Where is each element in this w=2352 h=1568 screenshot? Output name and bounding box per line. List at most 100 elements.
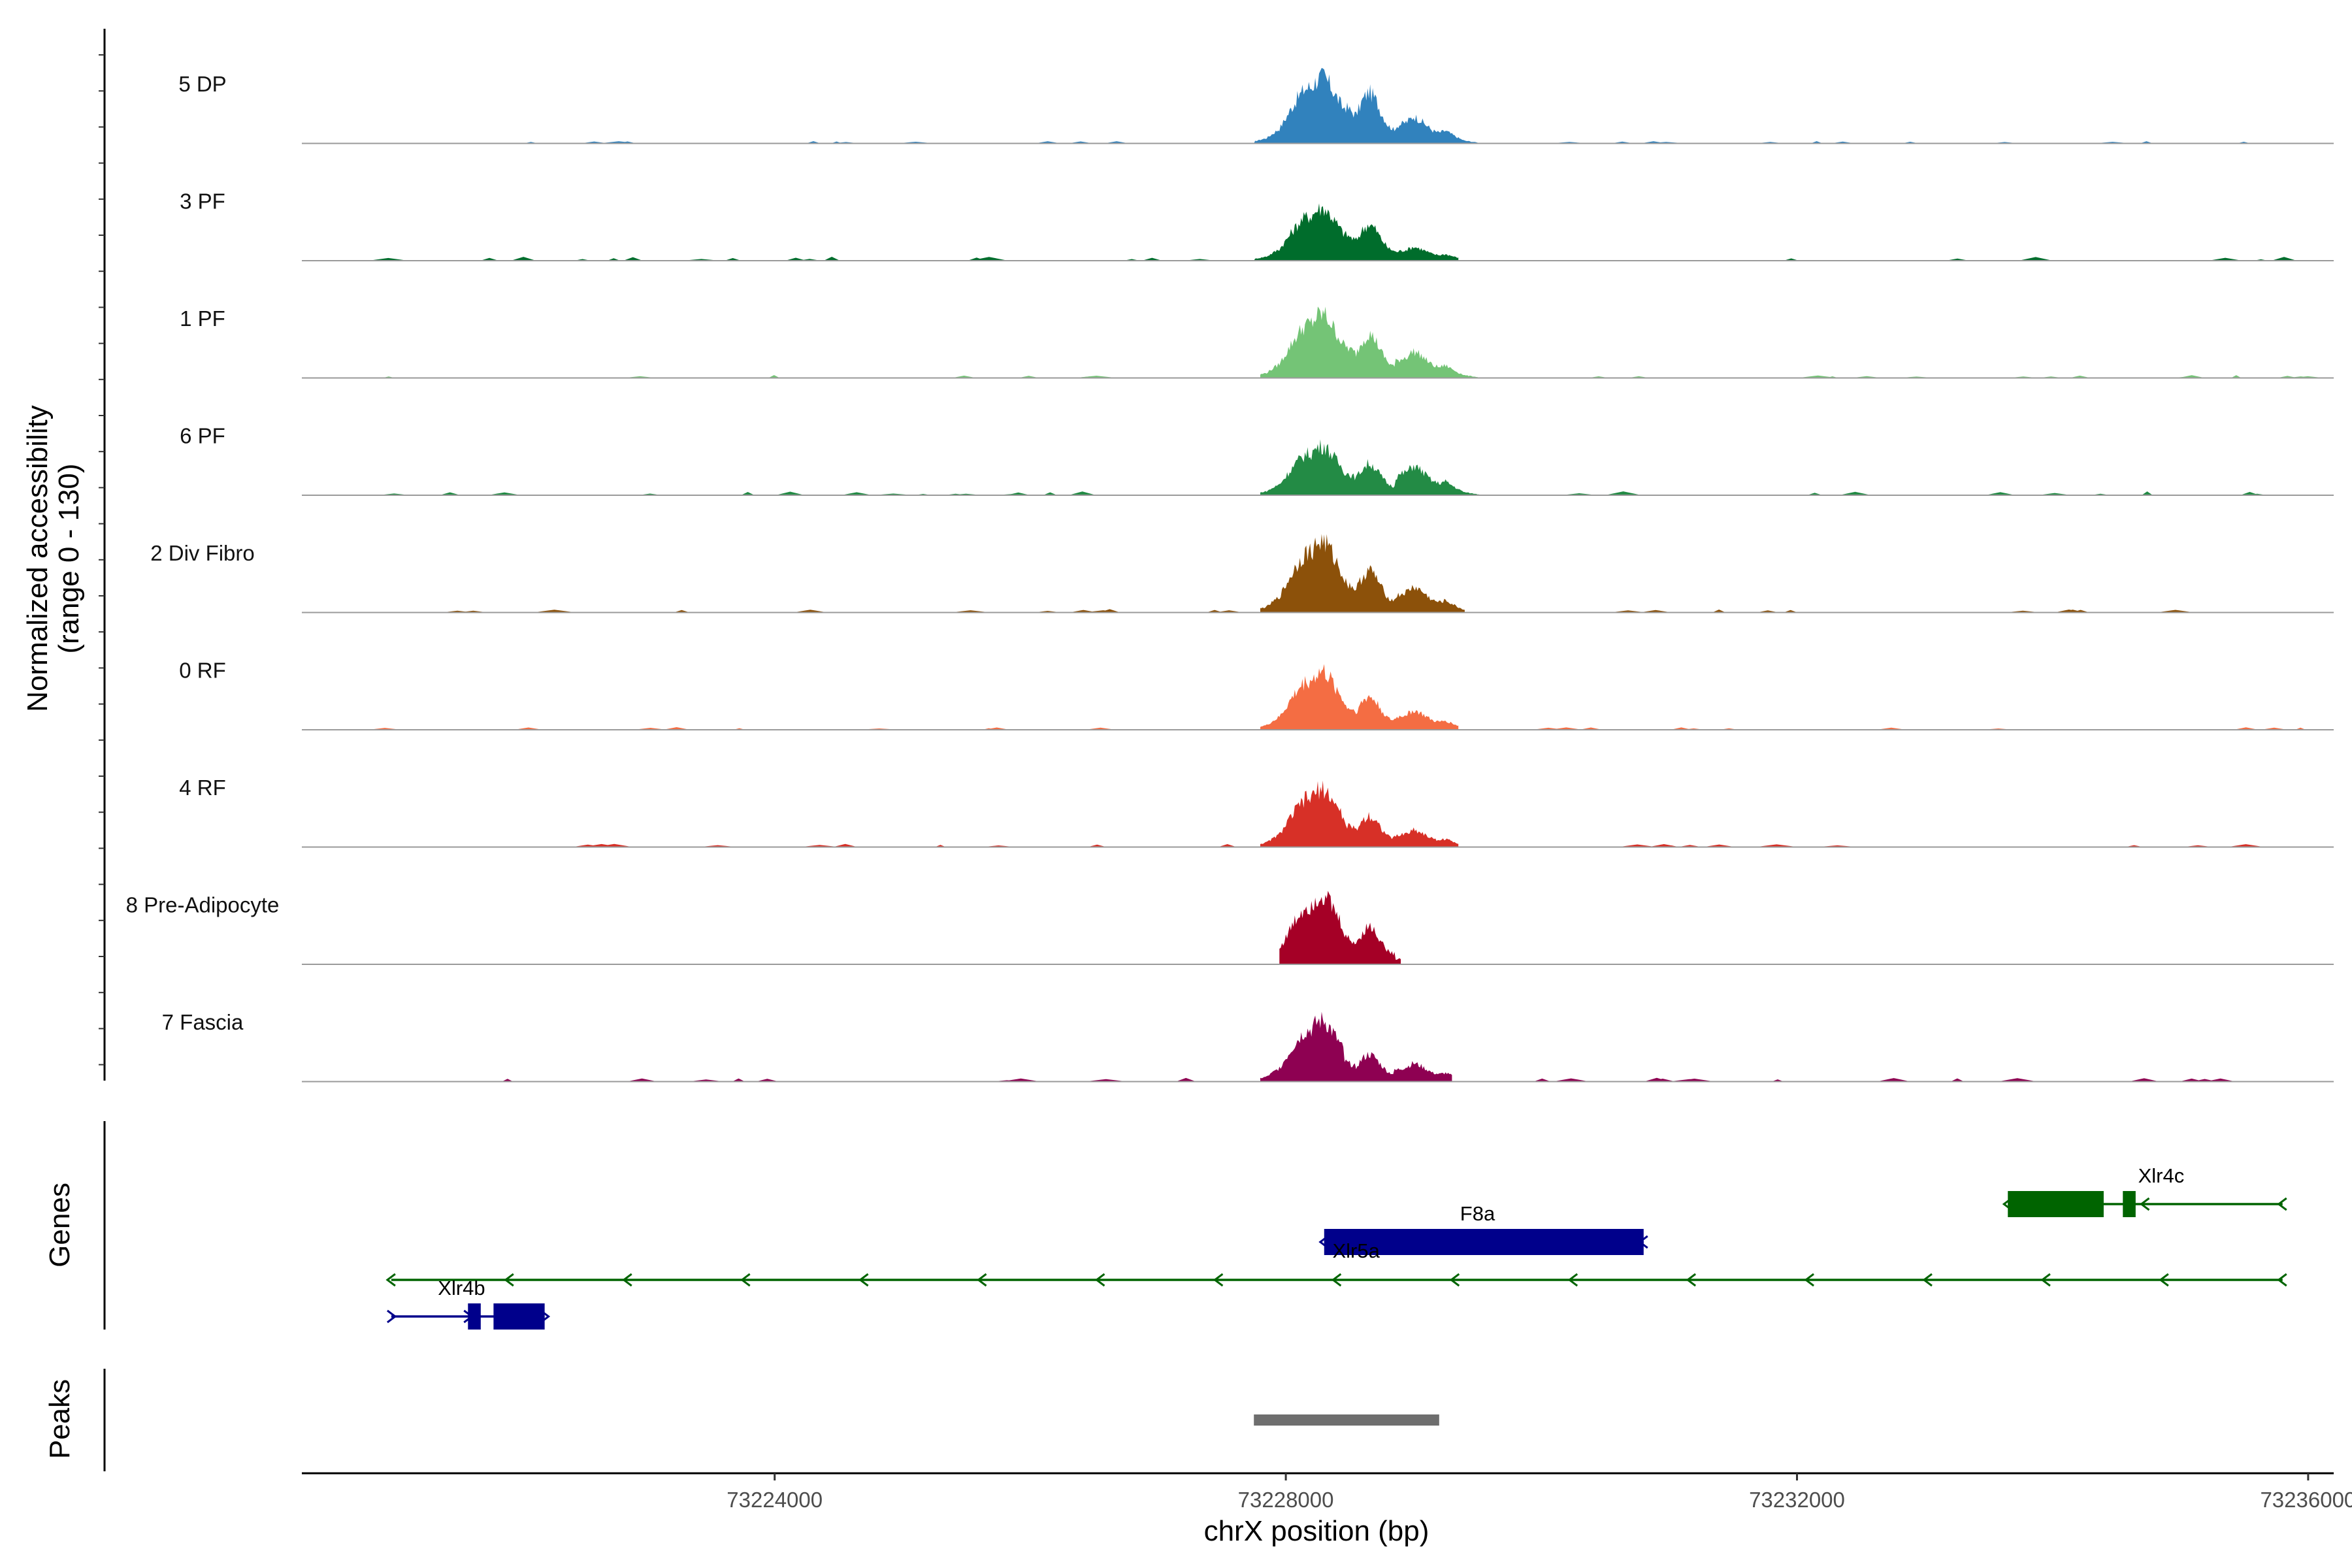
- x-axis: 73224000 73228000 73232000 73236000: [302, 1472, 2352, 1512]
- coverage-peak-1: [1254, 203, 1459, 261]
- coverage-noise: [755, 1079, 779, 1082]
- coverage-noise: [1175, 1077, 1196, 1082]
- x-tick-label: 73224000: [727, 1488, 823, 1512]
- coverage-noise: [732, 1078, 745, 1082]
- gene-strand-arrow: [385, 1273, 396, 1287]
- gene-strand-arrow: [858, 1273, 869, 1287]
- coverage-noise: [1141, 257, 1162, 261]
- coverage-noise: [2142, 491, 2153, 495]
- coverage-noise: [2230, 375, 2242, 378]
- gene-exon: [2008, 1191, 2104, 1217]
- coverage-noise: [487, 492, 521, 495]
- coverage-peak-8: [1260, 1011, 1452, 1082]
- track-label: 8 Pre-Adipocyte: [126, 892, 280, 917]
- coverage-noise: [1997, 1078, 2038, 1082]
- gene-strand-arrow: [1567, 1273, 1578, 1287]
- track-label: 0 RF: [179, 658, 226, 682]
- track-label: 5 DP: [178, 72, 226, 96]
- coverage-peak-4: [1260, 534, 1465, 613]
- gene-strand-arrow: [1922, 1273, 1933, 1287]
- coverage-noise: [439, 492, 461, 495]
- gene-exon: [2123, 1191, 2136, 1217]
- track-label: 2 Div Fibro: [150, 541, 255, 565]
- coverage-noise: [1043, 492, 1057, 495]
- coverage-noise: [970, 257, 1009, 261]
- gene-strand-arrow: [1094, 1273, 1105, 1287]
- gene-strand-arrow: [2277, 1273, 2287, 1287]
- gene-label: Xlr4b: [438, 1277, 485, 1299]
- peak-region: [1254, 1414, 1439, 1426]
- track-label: 4 RF: [179, 776, 226, 800]
- coverage-noise: [1985, 492, 2016, 495]
- x-tick-label: 73236000: [2260, 1488, 2352, 1512]
- coverage-peak-7: [1279, 890, 1401, 964]
- coverage-noise: [1068, 491, 1096, 495]
- coverage-noise: [823, 257, 840, 261]
- coverage-peak-3: [1260, 439, 1503, 495]
- coverage-noise: [582, 843, 621, 847]
- coverage-peak-6: [1260, 780, 1459, 847]
- y-axis-title-line1: Normalized accessibility: [22, 405, 54, 711]
- x-tick-label: 73228000: [1238, 1488, 1334, 1512]
- gene-strand-arrow: [622, 1273, 632, 1287]
- gene-strand-arrow: [504, 1273, 514, 1287]
- coverage-noise: [510, 257, 536, 261]
- gene-label: Xlr4c: [2138, 1164, 2185, 1187]
- coverage-noise: [2179, 1078, 2204, 1082]
- coverage-noise: [1673, 1079, 1715, 1082]
- coverage-noise: [1218, 844, 1237, 847]
- track-label: 6 PF: [180, 423, 225, 448]
- coverage-noise: [741, 492, 755, 495]
- x-tick-label: 73232000: [1749, 1488, 1845, 1512]
- peaks-track: [1254, 1414, 1439, 1426]
- coverage-noise: [768, 375, 780, 378]
- coverage-noise: [2271, 257, 2297, 261]
- coverage-noise: [1650, 1079, 1676, 1082]
- gene-strand-arrow: [1213, 1273, 1224, 1287]
- track-label: 3 PF: [180, 189, 225, 213]
- coverage-noise: [792, 610, 828, 613]
- gene-exon: [493, 1303, 545, 1330]
- coverage-noise: [1712, 610, 1726, 613]
- gene-strand-arrow: [977, 1273, 987, 1287]
- gene-strand-arrow: [2159, 1273, 2169, 1287]
- gene-strand-arrow: [1449, 1273, 1460, 1287]
- gene-strand-arrow: [2139, 1197, 2150, 1211]
- gene-strand-arrow: [1686, 1273, 1697, 1287]
- gene-exon: [468, 1303, 481, 1330]
- coverage-noise: [1605, 491, 1642, 495]
- track-label: 1 PF: [180, 306, 225, 331]
- y-axis-title-line2: (range 0 - 130): [53, 463, 85, 653]
- coverage-noise: [1648, 844, 1680, 847]
- coverage-noise: [480, 257, 499, 261]
- coverage-noise: [785, 257, 807, 261]
- gene-label: F8a: [1460, 1202, 1495, 1225]
- coverage-noise: [1755, 844, 1799, 847]
- gene-strand-arrow: [2277, 1197, 2287, 1211]
- coverage-noise: [776, 491, 805, 495]
- coverage-peak-2: [1260, 306, 1478, 378]
- gene-strand-arrow: [2040, 1273, 2051, 1287]
- gene-label: Xlr5a: [1332, 1239, 1380, 1262]
- coverage-noise: [1838, 491, 1872, 495]
- gene-strand-arrow: [740, 1273, 751, 1287]
- coverage-noise: [502, 1079, 514, 1082]
- coverage-noise: [1876, 1078, 1911, 1082]
- coverage-peak-5: [1260, 664, 1459, 730]
- coverage-noise: [1533, 1078, 1551, 1082]
- coverage-noise: [532, 610, 576, 613]
- coverage-noise: [368, 257, 408, 261]
- coverage-noise: [2054, 610, 2084, 613]
- peaks-track-title: Peaks: [44, 1379, 76, 1459]
- gene-strand-arrow: [1331, 1273, 1342, 1287]
- coverage-noise: [623, 257, 643, 261]
- coverage-noise: [1552, 1078, 1590, 1082]
- coverage-noise: [2018, 257, 2053, 261]
- coverage-peak-0: [1254, 68, 1478, 144]
- x-axis-title: chrX position (bp): [1204, 1515, 1429, 1547]
- coverage-noise: [2129, 1078, 2160, 1082]
- genes-track-title: Genes: [44, 1183, 76, 1267]
- coverage-noise: [1950, 1078, 1965, 1082]
- coverage-noise: [841, 492, 873, 495]
